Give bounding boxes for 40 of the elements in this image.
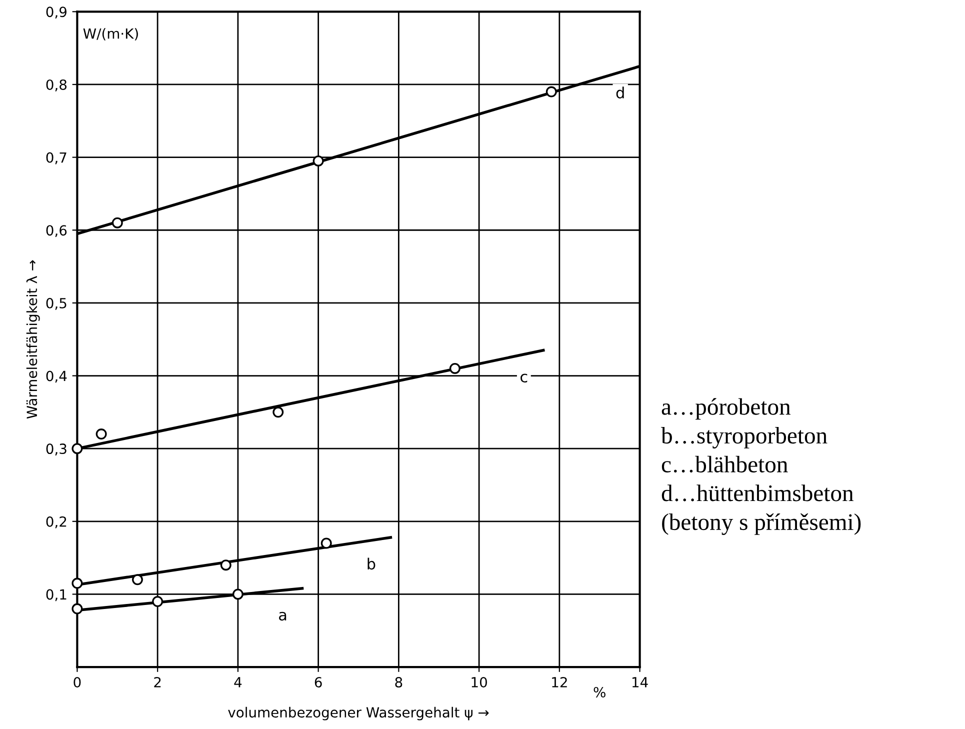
point xyxy=(312,155,324,166)
y-tick-label: 0,2 xyxy=(46,516,66,528)
y-tick-label: 0,3 xyxy=(46,444,66,456)
point xyxy=(272,406,284,418)
point xyxy=(546,86,557,98)
x-tick-label: 0 xyxy=(74,677,81,688)
text: a…pórobeton b…styroporbeton c…blähbeton d…hüttenbimsbeton (betony s příměsemi) xyxy=(661,398,861,535)
series-label: b xyxy=(368,558,376,570)
y-tick-label: 0,6 xyxy=(46,225,67,238)
point xyxy=(152,596,164,607)
y-tick-label: 0,5 xyxy=(46,298,66,310)
x-axis-title: volumenbezogener Wassergehalt ψ → xyxy=(228,706,489,720)
x-tick-label: 10 xyxy=(472,677,487,688)
y-tick-label: 0,9 xyxy=(46,6,66,19)
x-tick-label: 6 xyxy=(314,677,322,688)
series-label: a xyxy=(279,612,286,621)
series-label: c xyxy=(520,374,528,382)
x-tick-label: 4 xyxy=(234,677,242,688)
point xyxy=(132,574,143,586)
series-label: d xyxy=(616,86,624,98)
x-tick-label: 14 xyxy=(632,677,648,688)
point xyxy=(220,560,232,571)
x-tick-label: 8 xyxy=(395,677,402,688)
point xyxy=(72,443,83,454)
point xyxy=(449,362,460,374)
point xyxy=(232,588,244,600)
y-tick-label: 0,8 xyxy=(46,79,67,92)
y-tick-label: 0,4 xyxy=(46,370,67,383)
x-tick-label: 12 xyxy=(552,677,567,688)
x-tick-label: 2 xyxy=(154,677,161,688)
y-tick-label: 0,7 xyxy=(46,152,66,164)
annotation: W/(m·K) xyxy=(83,28,138,40)
point xyxy=(320,538,332,549)
point xyxy=(96,428,107,440)
text: % xyxy=(594,686,606,698)
y-tick-label: 0,1 xyxy=(46,589,66,602)
point xyxy=(112,217,123,228)
point xyxy=(72,578,83,589)
y-axis-title: Wärmeleitfähigkeit λ → xyxy=(26,260,40,419)
point xyxy=(72,603,83,614)
